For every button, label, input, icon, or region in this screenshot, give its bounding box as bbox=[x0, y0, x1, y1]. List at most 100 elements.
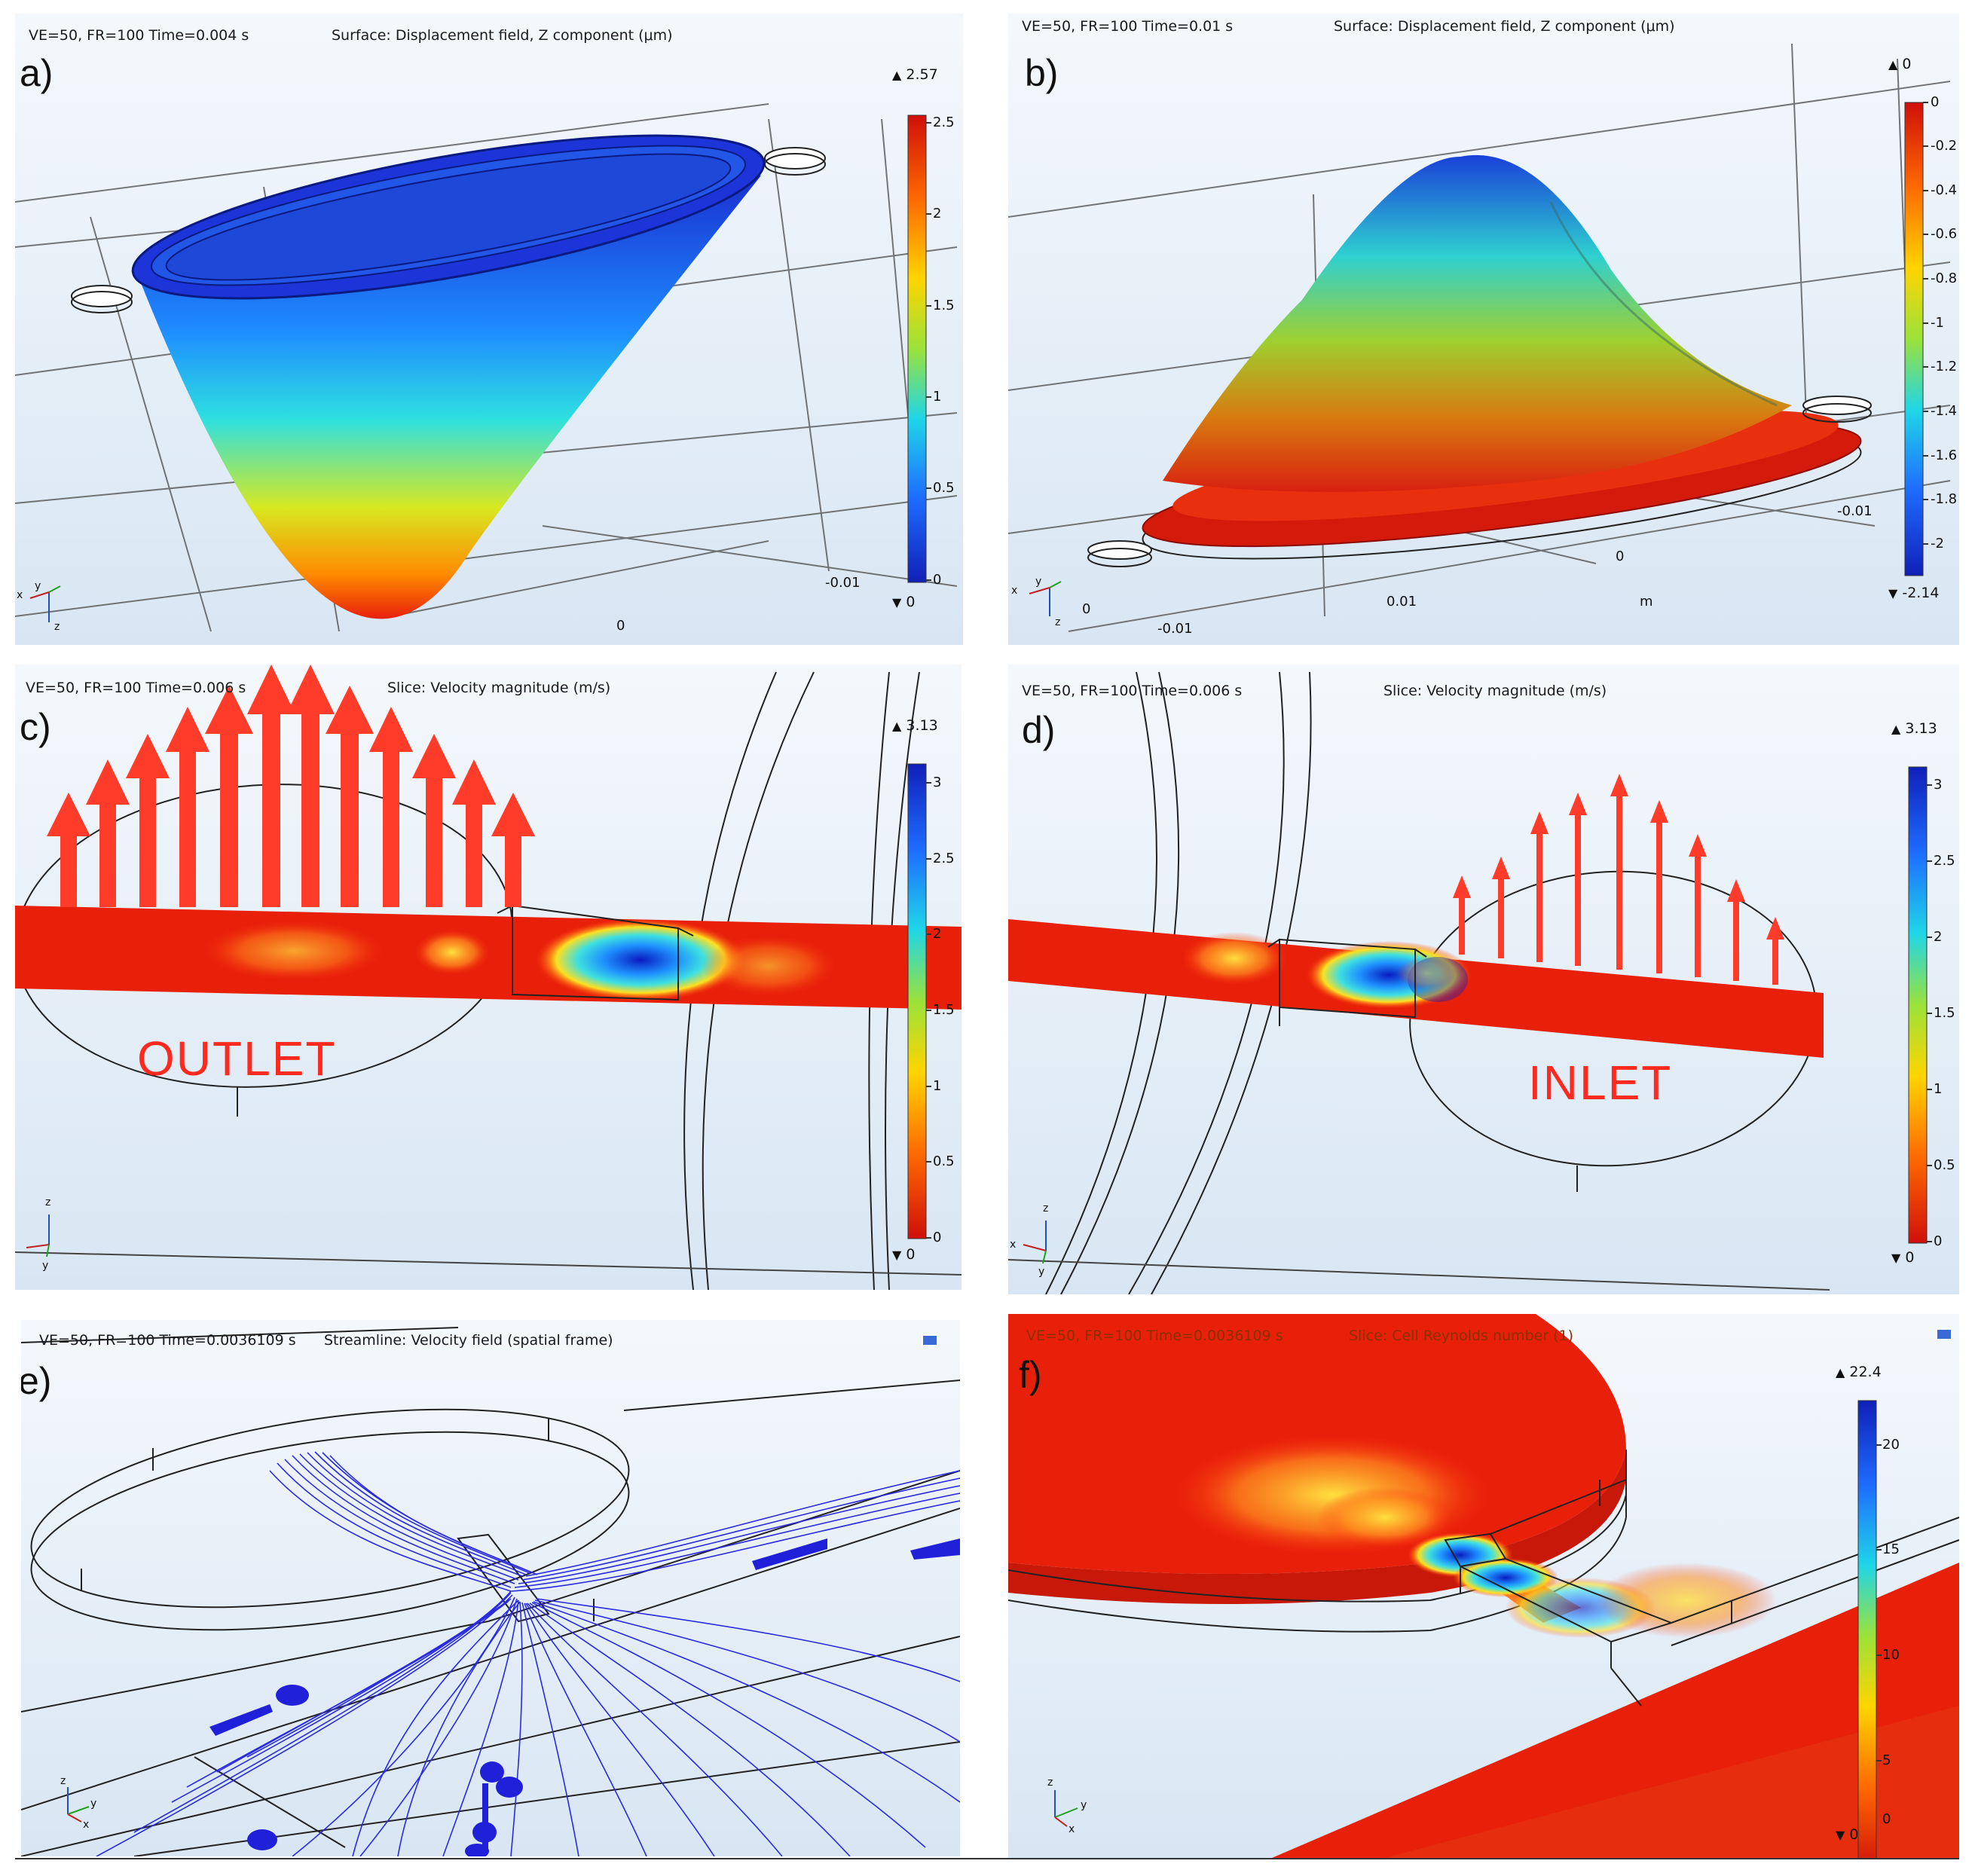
panel-f-cb-tick: 10 bbox=[1882, 1647, 1900, 1663]
panel-a: VE=50, FR=100 Time=0.004 s Surface: Disp… bbox=[15, 14, 963, 645]
panel-f-cb-tick: 0 bbox=[1882, 1811, 1891, 1827]
panel-a-triad bbox=[29, 585, 61, 622]
panel-b-cb-tick: -1.8 bbox=[1931, 491, 1958, 507]
panel-b-cb-tick: -0.4 bbox=[1931, 182, 1958, 198]
panel-a-header-title: Surface: Displacement field, Z component… bbox=[332, 27, 673, 44]
panel-c-cb-tick: 1.5 bbox=[933, 1002, 955, 1018]
panel-b-cb-max: ▲ 0 bbox=[1888, 56, 1912, 72]
panel-d-cb-tick: 1 bbox=[1934, 1081, 1943, 1097]
panel-a-cb-tick: 1.5 bbox=[933, 298, 955, 313]
panel-f-window-icon bbox=[1936, 1328, 1952, 1340]
panel-e-triad bbox=[67, 1787, 90, 1823]
panel-a-label: a) bbox=[20, 52, 54, 94]
panel-e-header-left: VE=50, FR=100 Time=0.0036109 s bbox=[39, 1332, 296, 1349]
panel-e-label: e) bbox=[21, 1360, 52, 1402]
panel-c-cb-tick: 1 bbox=[933, 1078, 942, 1094]
panel-c-canvas bbox=[15, 665, 962, 1290]
panel-a-cb-tick: 0.5 bbox=[933, 480, 955, 496]
panel-b-colorbar bbox=[1904, 102, 1924, 576]
panel-c-cb-tick: 0.5 bbox=[933, 1153, 955, 1169]
panel-d: VE=50, FR=100 Time=0.006 s Slice: Veloci… bbox=[1008, 665, 1959, 1294]
panel-a-cb-tick: 2 bbox=[933, 206, 942, 222]
panel-c-header-left: VE=50, FR=100 Time=0.006 s bbox=[26, 680, 246, 696]
nozzle-high-velocity bbox=[535, 918, 746, 1001]
panel-c-cb-min: ▼ 0 bbox=[892, 1246, 916, 1263]
panel-c-cb-tick: 2 bbox=[933, 926, 942, 942]
panel-a-triad-z: z bbox=[54, 621, 60, 633]
panel-a-header-left: VE=50, FR=100 Time=0.004 s bbox=[29, 27, 249, 44]
panel-e-window-icon bbox=[922, 1334, 938, 1346]
panel-e-canvas bbox=[21, 1320, 960, 1856]
panel-c-triad bbox=[26, 1215, 50, 1257]
streamline-arrows bbox=[209, 1538, 960, 1856]
panel-b-cb-tick: 0 bbox=[1931, 94, 1940, 110]
panel-b-axis-tick: m bbox=[1640, 594, 1653, 610]
panel-b-triad bbox=[1029, 581, 1062, 616]
panel-d-triad-z: z bbox=[1043, 1202, 1049, 1215]
panel-a-axis-tick: -0.01 bbox=[825, 575, 861, 591]
outlet-annotation: OUTLET bbox=[137, 1031, 337, 1086]
panel-f-triad bbox=[1054, 1790, 1078, 1827]
panel-c-triad-z: z bbox=[45, 1196, 51, 1208]
panel-d-cb-tick: 2 bbox=[1934, 929, 1943, 945]
panel-d-cb-max: ▲ 3.13 bbox=[1891, 720, 1937, 737]
panel-b-axis-tick: -0.01 bbox=[1157, 621, 1193, 637]
panel-a-canvas bbox=[15, 14, 963, 645]
panel-c-cb-tick: 2.5 bbox=[933, 851, 955, 866]
panel-c-cb-tick: 3 bbox=[933, 775, 942, 790]
panel-f-header-title: Slice: Cell Reynolds number (1) bbox=[1349, 1328, 1574, 1344]
panel-f-cb-min: ▼ 0 bbox=[1836, 1826, 1859, 1843]
panel-c: VE=50, FR=100 Time=0.006 s Slice: Veloci… bbox=[15, 665, 962, 1290]
panel-a-triad-x: x bbox=[17, 589, 23, 601]
panel-b-axis-tick: 0 bbox=[1616, 548, 1625, 564]
panel-d-colorbar bbox=[1908, 766, 1928, 1244]
panel-a-triad-y: y bbox=[35, 580, 41, 592]
panel-d-cb-tick: 0.5 bbox=[1934, 1157, 1955, 1173]
panel-f-cb-tick: 15 bbox=[1882, 1541, 1900, 1557]
figure-bottom-rule bbox=[15, 1858, 1959, 1859]
panel-b-axis-tick: 0.01 bbox=[1386, 594, 1417, 610]
panel-d-cb-tick: 0 bbox=[1934, 1233, 1943, 1249]
panel-d-header-left: VE=50, FR=100 Time=0.006 s bbox=[1022, 683, 1243, 699]
panel-b-cb-tick: -2 bbox=[1931, 536, 1944, 551]
panel-f-cb-tick: 5 bbox=[1882, 1752, 1891, 1768]
panel-d-cb-tick: 2.5 bbox=[1934, 853, 1955, 869]
panel-e-triad-z: z bbox=[60, 1775, 66, 1787]
panel-f-triad-y: y bbox=[1081, 1799, 1087, 1811]
panel-c-colorbar bbox=[907, 763, 927, 1239]
panel-d-cb-min: ▼ 0 bbox=[1891, 1249, 1915, 1266]
panel-a-colorbar bbox=[907, 115, 927, 583]
inlet-velocity-profile bbox=[1453, 774, 1784, 985]
panel-b-cb-tick: -0.6 bbox=[1931, 226, 1958, 242]
panel-b-canvas bbox=[1008, 14, 1959, 645]
panel-d-label: d) bbox=[1022, 709, 1056, 751]
panel-f: VE=50, FR=100 Time=0.0036109 s Slice: Ce… bbox=[1008, 1314, 1959, 1858]
panel-a-cb-tick: 2.5 bbox=[933, 115, 955, 130]
panel-a-tabs bbox=[71, 147, 826, 313]
panel-a-axis-tick: 0 bbox=[616, 618, 625, 634]
panel-b-cb-min: ▼ -2.14 bbox=[1888, 585, 1940, 601]
diaphragm-dome bbox=[1163, 154, 1792, 493]
panel-b-cb-tick: -0.2 bbox=[1931, 138, 1958, 154]
panel-b-label: b) bbox=[1025, 52, 1059, 94]
panel-b-cb-tick: -1.6 bbox=[1931, 448, 1958, 463]
panel-e-triad-y: y bbox=[90, 1798, 97, 1810]
panel-a-cb-tick: 1 bbox=[933, 389, 942, 405]
panel-f-header-left: VE=50, FR=100 Time=0.0036109 s bbox=[1026, 1328, 1283, 1344]
panel-b-axis-tick: 0 bbox=[1082, 601, 1091, 617]
streamlines bbox=[96, 1451, 960, 1856]
panel-b-header-left: VE=50, FR=100 Time=0.01 s bbox=[1022, 18, 1234, 35]
panel-c-triad-y: y bbox=[42, 1260, 49, 1272]
panel-d-triad-y: y bbox=[1038, 1266, 1045, 1278]
panel-d-triad bbox=[1023, 1221, 1047, 1264]
panel-b-cb-tick: -1.2 bbox=[1931, 359, 1958, 374]
panel-d-triad-x: x bbox=[1010, 1239, 1017, 1251]
panel-c-cb-tick: 0 bbox=[933, 1230, 942, 1245]
panel-f-triad-z: z bbox=[1047, 1777, 1053, 1789]
panel-d-header-title: Slice: Velocity magnitude (m/s) bbox=[1383, 683, 1607, 699]
panel-b-triad-z: z bbox=[1055, 616, 1061, 628]
panel-b-axis-tick: -0.01 bbox=[1837, 503, 1873, 519]
panel-d-canvas bbox=[1008, 665, 1959, 1294]
panel-d-cb-tick: 1.5 bbox=[1934, 1005, 1955, 1021]
panel-f-canvas bbox=[1008, 1314, 1959, 1858]
